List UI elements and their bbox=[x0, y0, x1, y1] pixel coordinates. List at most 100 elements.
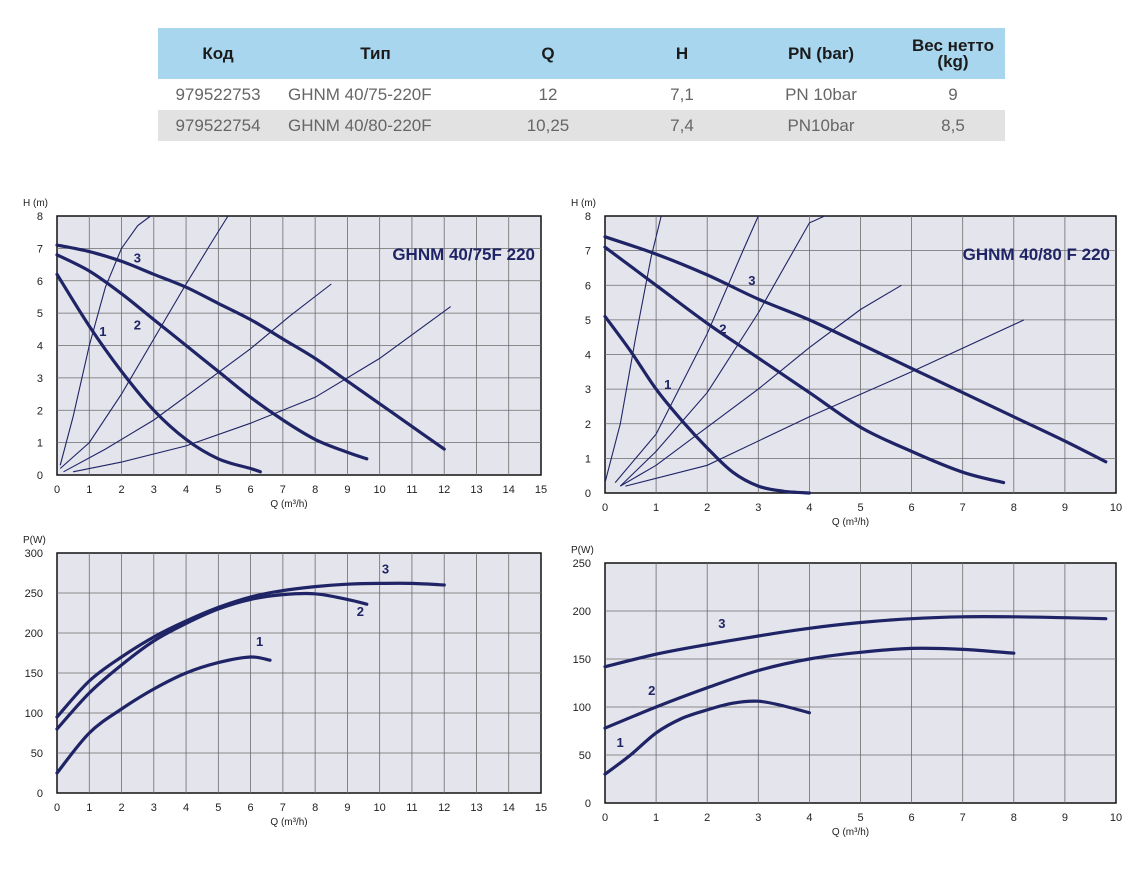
cell-pn: PN10bar bbox=[741, 110, 901, 141]
x-tick-label: 0 bbox=[54, 484, 60, 496]
system-curve bbox=[59, 215, 229, 469]
x-tick-label: 10 bbox=[1110, 812, 1122, 824]
cell-q: 10,25 bbox=[473, 110, 623, 141]
system-curve bbox=[619, 215, 825, 487]
cell-weight: 8,5 bbox=[901, 110, 1005, 141]
system-curve bbox=[63, 283, 332, 473]
y-tick-label: 6 bbox=[37, 276, 43, 288]
y-tick-label: 8 bbox=[37, 211, 43, 223]
series-label-2: 2 bbox=[134, 318, 141, 333]
x-tick-label: 6 bbox=[909, 502, 915, 514]
y-tick-label: 2 bbox=[37, 405, 43, 417]
x-tick-label: 13 bbox=[470, 484, 482, 496]
x-tick-label: 8 bbox=[312, 802, 318, 814]
x-tick-label: 5 bbox=[215, 484, 221, 496]
y-tick-label: 1 bbox=[585, 453, 591, 465]
cell-pn: PN 10bar bbox=[741, 79, 901, 110]
x-tick-label: 3 bbox=[755, 502, 761, 514]
series-line-2 bbox=[603, 646, 1016, 730]
chart-h-80: 0 1 2 3 4 5 6 7 8 9 10 0 1 2 3 4 5 6 7 8 Q (m³/h) H (m) GHNM 4… bbox=[571, 198, 1122, 528]
table-row: 979522753 GHNM 40/75-220F 12 7,1 PN 10ba… bbox=[158, 79, 1005, 110]
y-tick-label: 0 bbox=[37, 788, 43, 800]
cell-h: 7,1 bbox=[623, 79, 741, 110]
series-label-2: 2 bbox=[357, 604, 364, 619]
y-tick-label: 300 bbox=[25, 548, 43, 560]
series-label-1: 1 bbox=[256, 634, 263, 649]
x-tick-label: 14 bbox=[503, 802, 515, 814]
y-tick-label: 0 bbox=[585, 798, 591, 810]
y-tick-label: 200 bbox=[25, 628, 43, 640]
chart-p-75: 0 1 2 3 4 5 6 7 8 9 10 11 12 13 14 15050100150200250300… bbox=[23, 535, 547, 828]
x-tick-label: 9 bbox=[1062, 502, 1068, 514]
y-tick-label: 200 bbox=[573, 606, 591, 618]
y-tick-label: 1 bbox=[37, 438, 43, 450]
y-tick-label: 50 bbox=[579, 750, 591, 762]
series-line-3 bbox=[55, 243, 446, 451]
x-tick-label: 12 bbox=[438, 802, 450, 814]
x-tick-label: 7 bbox=[280, 484, 286, 496]
x-tick-label: 1 bbox=[653, 812, 659, 824]
x-tick-label: 1 bbox=[86, 484, 92, 496]
x-tick-label: 0 bbox=[602, 502, 608, 514]
y-tick-label: 7 bbox=[585, 246, 591, 258]
x-axis-label: Q (m³/h) bbox=[832, 517, 869, 528]
x-axis-label: Q (m³/h) bbox=[270, 499, 307, 510]
series-line-1 bbox=[603, 314, 811, 495]
x-tick-label: 4 bbox=[183, 802, 189, 814]
y-axis-label: H (m) bbox=[571, 198, 596, 209]
x-tick-label: 0 bbox=[54, 802, 60, 814]
series-label-1: 1 bbox=[99, 324, 106, 339]
y-tick-label: 8 bbox=[585, 211, 591, 223]
y-tick-label: 150 bbox=[25, 668, 43, 680]
x-tick-label: 8 bbox=[1011, 812, 1017, 824]
x-tick-label: 3 bbox=[151, 802, 157, 814]
x-tick-label: 8 bbox=[1011, 502, 1017, 514]
x-tick-label: 7 bbox=[960, 812, 966, 824]
x-tick-label: 10 bbox=[1110, 502, 1122, 514]
series-label-3: 3 bbox=[382, 561, 389, 576]
y-tick-label: 3 bbox=[37, 373, 43, 385]
series-label-2: 2 bbox=[648, 683, 655, 698]
x-tick-label: 4 bbox=[183, 484, 189, 496]
chart-title: GHNM 40/75F 220 bbox=[392, 245, 535, 264]
x-tick-label: 2 bbox=[704, 812, 710, 824]
x-tick-label: 3 bbox=[151, 484, 157, 496]
series-line-1 bbox=[603, 699, 811, 776]
header-q: Q bbox=[473, 28, 623, 79]
header-pn: PN (bar) bbox=[741, 28, 901, 79]
series-line-3 bbox=[603, 614, 1108, 669]
system-curve bbox=[614, 215, 759, 483]
series-label-2: 2 bbox=[719, 321, 726, 336]
header-h: H bbox=[623, 28, 741, 79]
series-label-3: 3 bbox=[748, 273, 755, 288]
x-tick-label: 1 bbox=[86, 802, 92, 814]
y-tick-label: 5 bbox=[585, 315, 591, 327]
system-curve bbox=[59, 215, 151, 466]
y-tick-label: 2 bbox=[585, 419, 591, 431]
cell-code: 979522754 bbox=[158, 110, 278, 141]
x-tick-label: 15 bbox=[535, 802, 547, 814]
y-tick-label: 6 bbox=[585, 280, 591, 292]
series-line-1 bbox=[55, 272, 262, 474]
x-axis-label: Q (m³/h) bbox=[270, 817, 307, 828]
x-tick-label: 6 bbox=[248, 802, 254, 814]
spec-table: Код Тип Q H PN (bar) Вес нетто (kg) 9795… bbox=[158, 28, 1005, 141]
cell-code: 979522753 bbox=[158, 79, 278, 110]
x-tick-label: 7 bbox=[960, 502, 966, 514]
system-curve bbox=[625, 319, 1025, 487]
y-axis-label: P(W) bbox=[23, 535, 46, 546]
x-tick-label: 7 bbox=[280, 802, 286, 814]
series-label-3: 3 bbox=[134, 250, 141, 265]
x-tick-label: 5 bbox=[215, 802, 221, 814]
x-tick-label: 6 bbox=[909, 812, 915, 824]
y-tick-label: 0 bbox=[585, 488, 591, 500]
x-tick-label: 4 bbox=[806, 812, 812, 824]
y-tick-label: 7 bbox=[37, 243, 43, 255]
series-label-1: 1 bbox=[664, 377, 671, 392]
cell-q: 12 bbox=[473, 79, 623, 110]
system-curve bbox=[604, 215, 662, 483]
series-label-3: 3 bbox=[718, 616, 725, 631]
x-axis-label: Q (m³/h) bbox=[832, 827, 869, 838]
y-tick-label: 100 bbox=[25, 708, 43, 720]
